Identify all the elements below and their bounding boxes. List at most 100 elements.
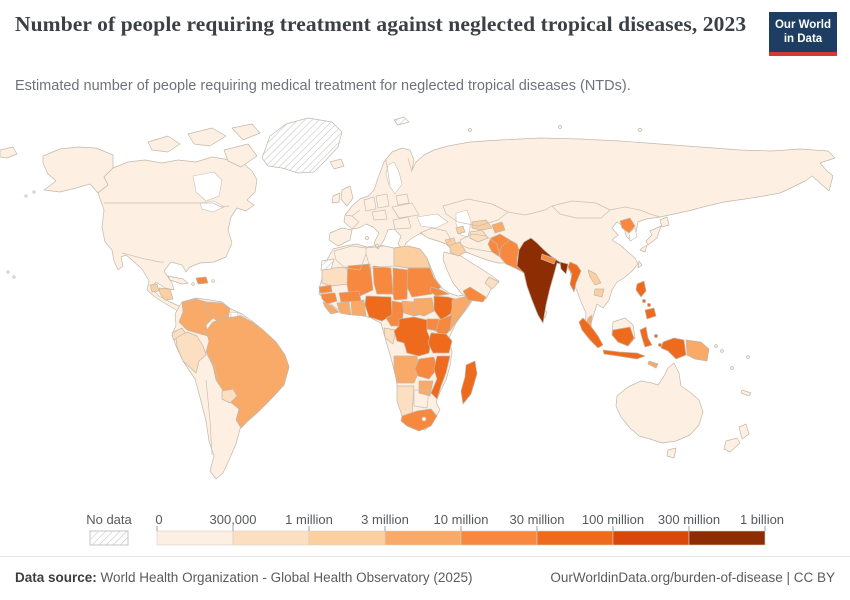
legend-swatch-5[interactable]: [536, 530, 614, 546]
country-papua-new-guinea[interactable]: [685, 339, 710, 362]
country-azerbaijan[interactable]: [455, 225, 466, 235]
country-indonesia-java[interactable]: [602, 349, 646, 360]
country-egypt[interactable]: [393, 245, 431, 269]
country-myanmar[interactable]: [567, 261, 582, 293]
country-tanzania[interactable]: [427, 332, 453, 354]
country-ireland[interactable]: [331, 192, 341, 204]
country-cambodia[interactable]: [593, 288, 605, 298]
region-north-america[interactable]: [97, 156, 258, 312]
chart-subtitle: Estimated number of people requiring med…: [15, 78, 631, 94]
country-south-africa[interactable]: [400, 408, 438, 432]
country-philippines-mindanao[interactable]: [644, 307, 657, 320]
country-botswana[interactable]: [413, 389, 430, 409]
country-yemen[interactable]: [462, 286, 487, 303]
country-western-sahara-nodata[interactable]: [320, 258, 335, 271]
region-arabia[interactable]: [442, 251, 500, 301]
country-haiti-dominican[interactable]: [195, 276, 209, 285]
country-angola[interactable]: [393, 355, 420, 384]
country-timor[interactable]: [647, 360, 659, 369]
med-island-sardinia: [365, 236, 369, 240]
country-iceland[interactable]: [329, 158, 345, 170]
aleutian-island: [32, 190, 36, 194]
country-burkina-faso[interactable]: [338, 290, 362, 303]
pacific-island: [12, 275, 16, 279]
legend-label-4: 10 million: [433, 512, 489, 527]
country-honduras-nicaragua[interactable]: [158, 287, 174, 301]
country-brazil[interactable]: [205, 315, 290, 429]
country-nepal[interactable]: [540, 253, 557, 265]
legend-swatch-3[interactable]: [384, 530, 462, 546]
border-argentina-chile: [205, 351, 219, 456]
legend-swatch-7[interactable]: [688, 530, 766, 546]
country-gabon-congo[interactable]: [383, 327, 397, 345]
country-indonesia-sumatra[interactable]: [578, 317, 604, 349]
legend-swatch-1[interactable]: [232, 530, 310, 546]
country-romania: [392, 216, 412, 230]
country-madagascar[interactable]: [460, 360, 478, 405]
country-guinea[interactable]: [320, 292, 338, 305]
country-japan[interactable]: [659, 216, 670, 228]
legend-no-data-swatch[interactable]: [89, 530, 129, 546]
legend-ticks: [156, 526, 766, 531]
country-indonesia-kalimantan[interactable]: [611, 326, 635, 347]
country-namibia[interactable]: [396, 385, 415, 417]
country-zambia[interactable]: [414, 356, 438, 380]
country-greenland-nodata[interactable]: [261, 117, 343, 174]
country-kenya[interactable]: [435, 314, 453, 339]
country-chad[interactable]: [392, 267, 409, 301]
country-niger[interactable]: [372, 265, 394, 295]
country-australia[interactable]: [615, 362, 704, 444]
country-philippines-luzon[interactable]: [635, 280, 647, 298]
country-jamaica: [191, 282, 195, 286]
country-peru[interactable]: [175, 331, 207, 374]
legend-swatch-6[interactable]: [612, 530, 690, 546]
country-indonesia-sulawesi[interactable]: [639, 326, 653, 348]
country-nigeria[interactable]: [364, 295, 393, 322]
country-ghana-togo-benin[interactable]: [350, 299, 367, 317]
country-japan[interactable]: [639, 244, 648, 253]
country-north-korea[interactable]: [619, 217, 636, 234]
country-cuba[interactable]: [167, 275, 189, 285]
country-bangladesh[interactable]: [559, 261, 569, 275]
country-taiwan[interactable]: [637, 260, 643, 269]
legend-swatch-0[interactable]: [156, 530, 234, 546]
page-title: Number of people requiring treatment aga…: [15, 12, 747, 36]
country-eritrea-djibouti[interactable]: [429, 286, 450, 297]
country-ukraine: [391, 202, 420, 219]
country-new-zealand[interactable]: [738, 423, 750, 440]
legend-label-2: 1 million: [285, 512, 333, 527]
country-laos[interactable]: [587, 269, 602, 286]
country-senegal[interactable]: [318, 284, 333, 294]
country-south-sudan[interactable]: [413, 297, 435, 317]
legend-swatch-4[interactable]: [460, 530, 538, 546]
legend-swatch-2[interactable]: [308, 530, 386, 546]
country-guatemala[interactable]: [149, 283, 160, 293]
country-united-kingdom[interactable]: [340, 185, 354, 207]
country-cote-divoire[interactable]: [336, 301, 352, 316]
country-sierra-leone-liberia[interactable]: [322, 301, 340, 315]
data-source-label: Data source:: [15, 570, 97, 585]
country-oman[interactable]: [484, 276, 500, 290]
country-indonesia-maluku: [654, 334, 658, 338]
country-paraguay[interactable]: [221, 388, 238, 404]
country-germany: [363, 196, 377, 212]
country-mozambique[interactable]: [430, 355, 451, 400]
solomon-island: [720, 349, 724, 353]
country-indonesia-papua[interactable]: [660, 337, 687, 360]
country-japan[interactable]: [645, 225, 662, 246]
owid-logo-text: Our World in Data: [769, 12, 837, 52]
owid-link[interactable]: OurWorldinData.org/burden-of-disease | C…: [550, 570, 835, 585]
country-spain-portugal[interactable]: [328, 227, 353, 247]
country-tajikistan-kyrgyzstan[interactable]: [491, 221, 506, 234]
country-zimbabwe[interactable]: [418, 380, 434, 397]
country-alaska-usa[interactable]: [42, 146, 114, 194]
country-turkmenistan[interactable]: [469, 229, 489, 243]
owid-logo[interactable]: Our World in Data: [769, 12, 837, 56]
solomon-island: [714, 344, 718, 348]
country-south-korea-nodata[interactable]: [628, 227, 638, 242]
country-australia-tasmania[interactable]: [666, 447, 677, 459]
legend-label-0: 0: [155, 512, 163, 527]
legend-label-3: 3 million: [361, 512, 409, 527]
country-new-zealand[interactable]: [723, 437, 741, 453]
border-us-canada: [104, 202, 230, 208]
